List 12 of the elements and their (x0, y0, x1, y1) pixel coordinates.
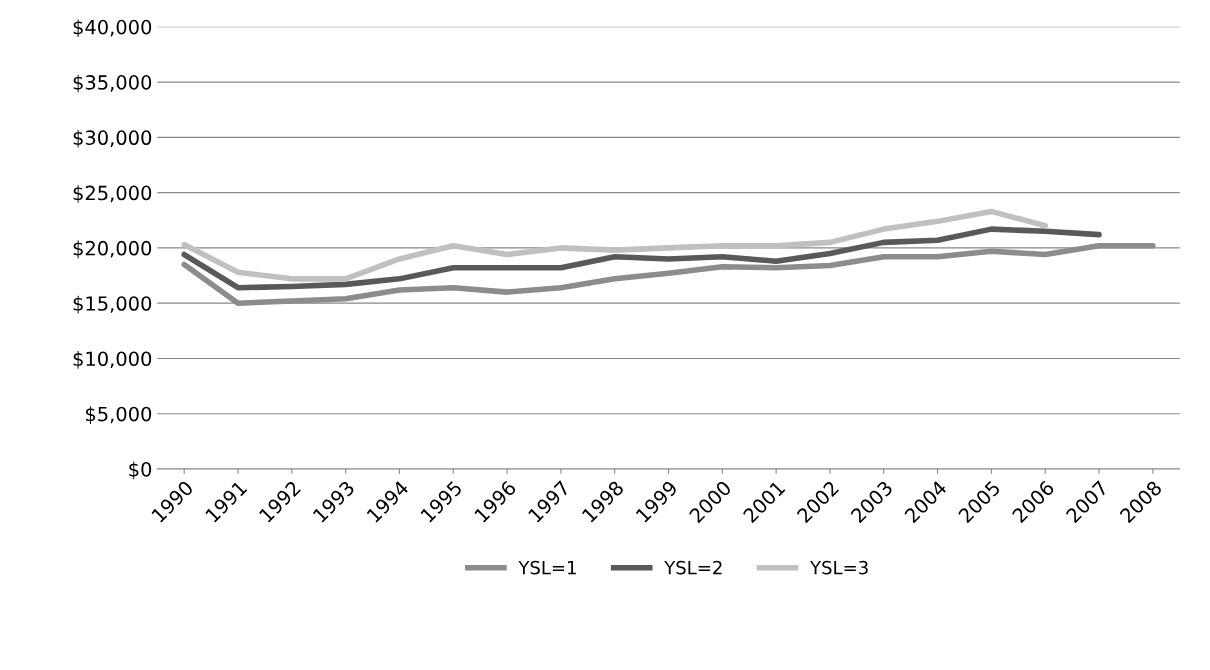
y-tick-label: $25,000 (73, 185, 152, 203)
y-tick-label: $15,000 (73, 295, 152, 314)
y-tick-label: $20,000 (73, 240, 152, 259)
y-tick-label: $35,000 (73, 74, 152, 93)
y-tick-label: $30,000 (73, 129, 152, 148)
y-tick-label: $40,000 (73, 19, 152, 38)
legend-label: YSL=1 (518, 560, 576, 575)
legend-label: YSL=3 (810, 560, 868, 575)
y-tick-label: $0 (129, 461, 152, 480)
y-tick-label: $10,000 (73, 351, 152, 369)
y-tick-label: $5,000 (86, 406, 152, 424)
legend-label: YSL=2 (664, 560, 722, 575)
